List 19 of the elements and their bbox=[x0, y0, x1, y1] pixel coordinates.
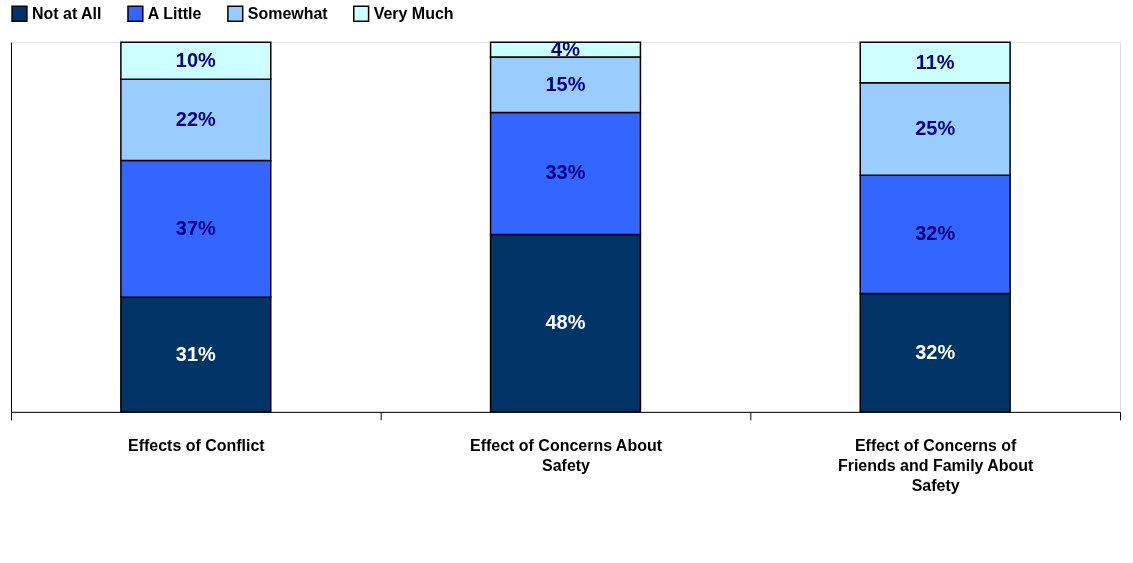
data-label: 25% bbox=[915, 117, 956, 140]
legend-label: Very Much bbox=[373, 4, 454, 22]
data-label: 32% bbox=[915, 340, 956, 363]
x-tick-label: Effect of Concerns About Safety bbox=[470, 437, 663, 475]
legend-label: Not at All bbox=[31, 4, 102, 22]
data-label: 10% bbox=[175, 48, 217, 71]
data-label: 22% bbox=[175, 107, 217, 130]
legend-label: A Little bbox=[147, 4, 202, 22]
x-tick-label: Effects of Conflict bbox=[128, 437, 266, 455]
legend-label: Somewhat bbox=[247, 4, 329, 22]
data-label: 4% bbox=[551, 37, 581, 60]
x-tick-label: Effect of Concerns of Friends and Family About Safety bbox=[837, 437, 1035, 495]
data-label: 11% bbox=[915, 50, 955, 73]
data-label: 31% bbox=[175, 342, 217, 365]
data-label: 15% bbox=[545, 72, 586, 95]
data-label: 32% bbox=[915, 222, 956, 245]
data-label: 48% bbox=[545, 311, 586, 334]
data-label: 37% bbox=[175, 216, 217, 239]
data-label: 33% bbox=[545, 161, 586, 184]
